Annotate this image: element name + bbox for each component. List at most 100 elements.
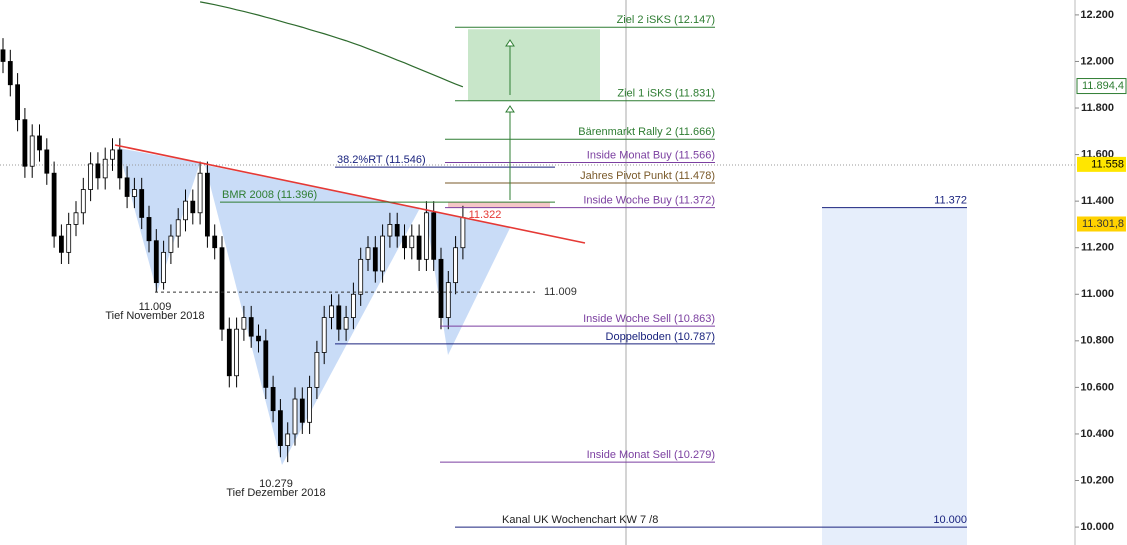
level-label: Doppelboden (10.787) [606, 331, 715, 343]
candle-body [263, 340, 269, 388]
candle-body [329, 305, 334, 318]
pattern-right-shoulder [425, 210, 510, 355]
level-label: Inside Woche Sell (10.863) [583, 313, 715, 325]
price-badge [1076, 78, 1127, 95]
candle-body [15, 84, 21, 121]
candle-body [66, 224, 72, 253]
candle-body [270, 386, 276, 412]
candle-body [321, 317, 327, 353]
candle-body [95, 163, 101, 179]
target-box [468, 29, 600, 101]
candle-body [285, 433, 291, 446]
price-badge-label: 11.558 [1091, 158, 1124, 170]
candle-body [292, 398, 298, 435]
candle-body [44, 149, 50, 174]
candle-body [336, 305, 342, 330]
candle-body [59, 235, 64, 253]
y-tick-label: 10.000 [1080, 521, 1114, 533]
candle-body [226, 328, 232, 377]
level-label: BMR 2008 (11.396) [222, 189, 317, 201]
candle-body [416, 235, 422, 260]
range-box [822, 207, 967, 545]
y-tick-label: 10.800 [1080, 335, 1114, 347]
arrow-head [505, 39, 515, 47]
note-caption: Tief November 2018 [105, 310, 204, 322]
candle-body [7, 61, 13, 86]
candle-body [219, 247, 225, 330]
y-tick-label: 12.200 [1080, 9, 1114, 21]
candle-body [0, 49, 6, 62]
candle-body [80, 189, 86, 214]
candle-body [131, 189, 137, 197]
candle-body [175, 219, 181, 237]
level-label: 11.372 [934, 195, 967, 207]
note-caption: Tief Dezember 2018 [226, 487, 325, 499]
candle-body [402, 235, 407, 249]
candle-body [453, 247, 459, 284]
candle-body [365, 247, 371, 260]
candle-body [73, 212, 79, 225]
candle-body [343, 317, 349, 330]
candle-body [277, 410, 283, 446]
candle-body [88, 163, 93, 190]
level-label: Bärenmarkt Rally 2 (11.666) [578, 126, 715, 138]
candle-body [204, 172, 210, 237]
price-badge [1077, 156, 1126, 172]
price-badge [1077, 216, 1126, 232]
candle-body [197, 172, 203, 214]
level-label: 38.2%RT (11.546) [337, 154, 426, 166]
note-label: 11.009 [139, 301, 172, 313]
candle-body [387, 224, 393, 237]
level-label: Ziel 2 iSKS (12.147) [617, 14, 715, 26]
candle-body [248, 317, 254, 337]
price-badge-label: 11.301,8 [1082, 218, 1124, 230]
moving-average [199, 1, 464, 88]
price-badge-label: 11.894,4 [1082, 80, 1124, 92]
candle-body [22, 119, 28, 167]
candle-body [307, 386, 313, 423]
candle-body [29, 135, 35, 167]
candle-body [445, 282, 451, 318]
level-label: 10.000 [933, 514, 967, 526]
y-tick-label: 11.200 [1081, 242, 1114, 254]
candle-body [241, 317, 247, 330]
candle-body [380, 235, 386, 272]
candle-body [409, 235, 415, 249]
candle-body [37, 135, 42, 151]
candle-body [190, 200, 196, 214]
y-tick-label: 10.400 [1080, 428, 1114, 440]
candle-body [117, 149, 123, 179]
candle-body [139, 189, 145, 218]
pattern-head [205, 165, 420, 465]
candle-body [153, 240, 159, 284]
candle-body [146, 217, 152, 242]
trendline [114, 144, 586, 244]
candle-body [358, 258, 364, 295]
y-tick-label: 11.400 [1081, 195, 1114, 207]
candle-body [350, 293, 356, 318]
note-label: 11.322 [469, 209, 502, 221]
candle-body [51, 172, 57, 237]
candle-body [256, 335, 261, 342]
candle-body [431, 212, 437, 260]
candle-body [102, 158, 108, 179]
level-note: Kanal UK Wochenchart KW 7 /8 [502, 514, 658, 526]
candle-body [161, 251, 167, 284]
y-tick-label: 12.000 [1080, 55, 1114, 67]
candle-body [460, 217, 466, 249]
pattern-left-shoulder [118, 148, 200, 292]
candle-body [212, 235, 218, 249]
level-label: 11.009 [544, 286, 577, 298]
level-label: Inside Monat Sell (10.279) [587, 449, 715, 461]
level-label: Jahres Pivot Punkt (11.478) [580, 170, 715, 182]
candle-body [372, 247, 378, 272]
candle-body [314, 352, 320, 388]
y-tick-label: 10.200 [1080, 474, 1114, 486]
level-label: Ziel 1 iSKS (11.831) [617, 88, 715, 100]
y-tick-label: 11.800 [1081, 102, 1114, 114]
candles [0, 38, 466, 463]
over-layer: Ziel 2 iSKS (12.147) Ziel 1 iSKS (11.831)… [105, 14, 967, 528]
y-tick-label: 11.000 [1081, 288, 1114, 300]
candle-body [438, 258, 444, 318]
